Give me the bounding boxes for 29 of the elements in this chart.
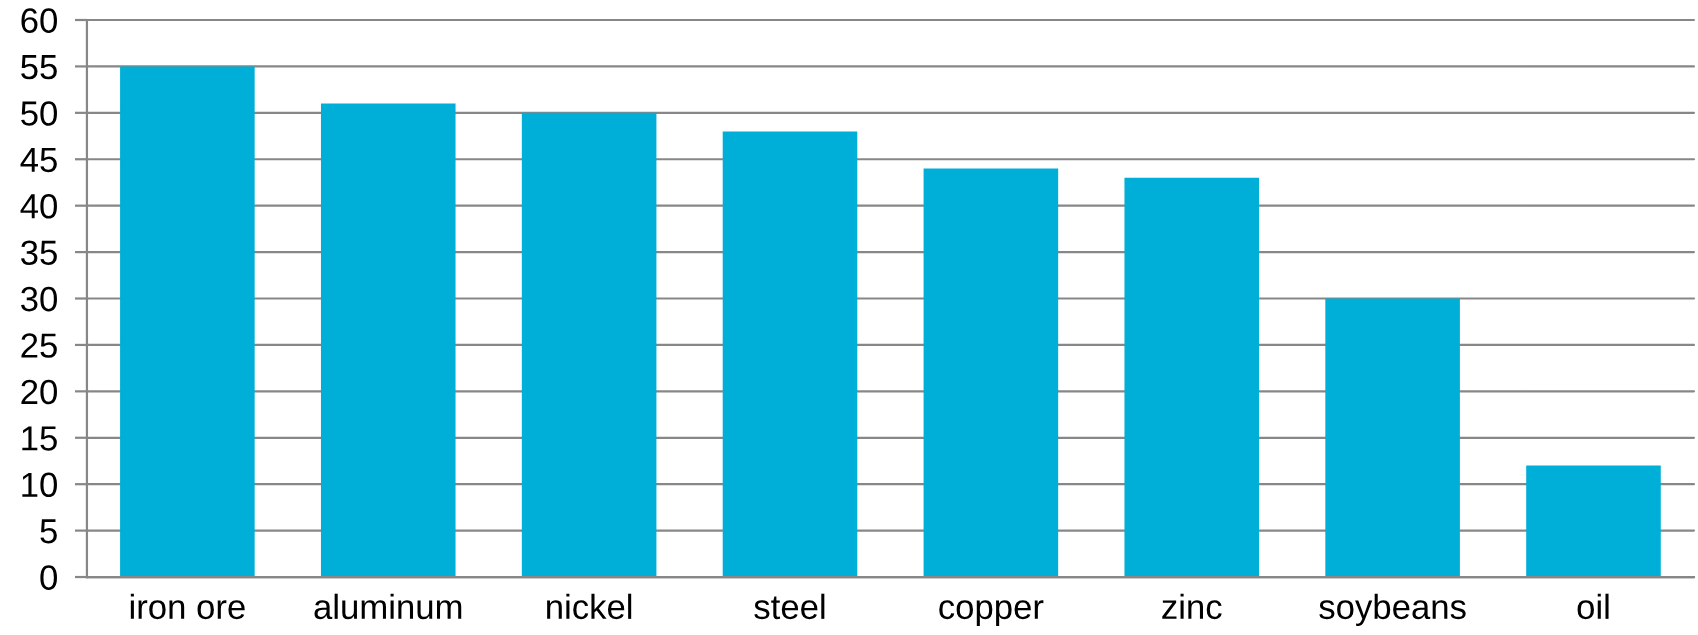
y-tick-label: 55	[21, 55, 57, 80]
y-tick-label: 15	[22, 426, 57, 451]
y-tick-label: 30	[21, 286, 57, 312]
x-tick-label: iron ore	[130, 593, 245, 620]
x-tick-label: steel	[754, 593, 825, 620]
bar	[521, 112, 657, 578]
y-tick-label: 0	[40, 565, 57, 590]
y-tick-label: 60	[21, 8, 57, 33]
bar	[1124, 177, 1260, 578]
x-tick-label: aluminum	[314, 593, 462, 620]
bar	[923, 168, 1059, 578]
y-tick-label: 5	[40, 519, 57, 544]
x-tick-label: soybeans	[1319, 593, 1466, 627]
bar	[1325, 298, 1460, 578]
bar	[1526, 465, 1661, 578]
x-tick-label: copper	[939, 600, 1044, 627]
y-tick-label: 10	[22, 472, 57, 498]
y-tick-label: 45	[20, 147, 57, 173]
bar	[320, 103, 456, 578]
y-tick-label: 25	[21, 333, 57, 358]
y-tick-label: 40	[20, 194, 57, 219]
x-tick-label: oil	[1577, 593, 1609, 620]
y-tick-label: 20	[21, 379, 57, 405]
x-tick-label: nickel	[547, 593, 632, 620]
x-tick-label: zinc	[1162, 593, 1222, 620]
y-tick-label: 50	[21, 101, 57, 126]
bar	[722, 131, 858, 578]
bar	[120, 66, 255, 578]
y-tick-label: 35	[21, 240, 57, 266]
